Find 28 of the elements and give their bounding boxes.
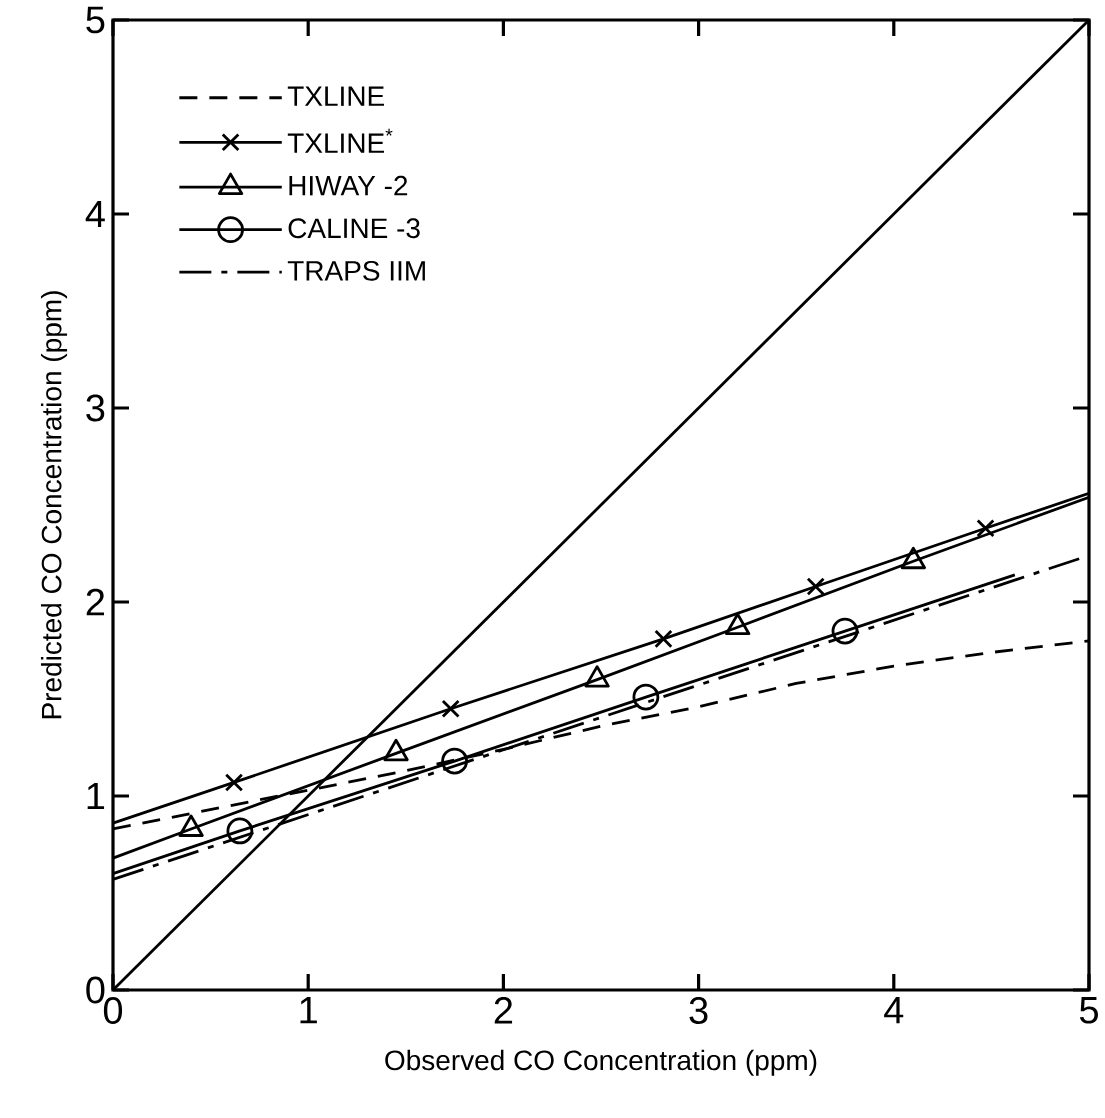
point xyxy=(632,683,660,711)
y-tick-label: 4 xyxy=(85,200,105,228)
point xyxy=(441,747,468,775)
point xyxy=(831,617,859,645)
y-tick-label: 1 xyxy=(87,782,105,810)
legend-label: TXLINE xyxy=(287,86,385,106)
x-tick-label: 1 xyxy=(300,997,317,1024)
point xyxy=(806,577,825,596)
x-tick-label: 4 xyxy=(884,997,904,1024)
legend-label: HIWAY -2 xyxy=(289,175,408,196)
y-axis-title: Predicted CO Concentration (ppm) xyxy=(40,291,68,719)
x-tick-label: 0 xyxy=(103,997,123,1024)
x-tick-label: 3 xyxy=(689,997,708,1024)
y-tick-label: 5 xyxy=(86,6,105,34)
x-tick-label: 5 xyxy=(1079,997,1098,1024)
y-tick-label: 2 xyxy=(86,588,105,616)
y-tick-label: 0 xyxy=(86,976,105,1004)
legend-label: TRAPS IIM xyxy=(287,260,425,281)
legend-label: TXLINE$^{*}$ xyxy=(287,128,393,153)
x-axis-title: Observed CO Concentration (ppm) xyxy=(385,1049,817,1076)
point xyxy=(654,629,673,649)
point xyxy=(224,773,244,792)
point xyxy=(226,817,254,845)
point xyxy=(441,699,460,718)
y-tick-label: 3 xyxy=(86,394,105,422)
point xyxy=(976,519,995,538)
legend-label: CALINE -3 xyxy=(288,218,420,239)
x-tick-label: 2 xyxy=(494,997,513,1024)
